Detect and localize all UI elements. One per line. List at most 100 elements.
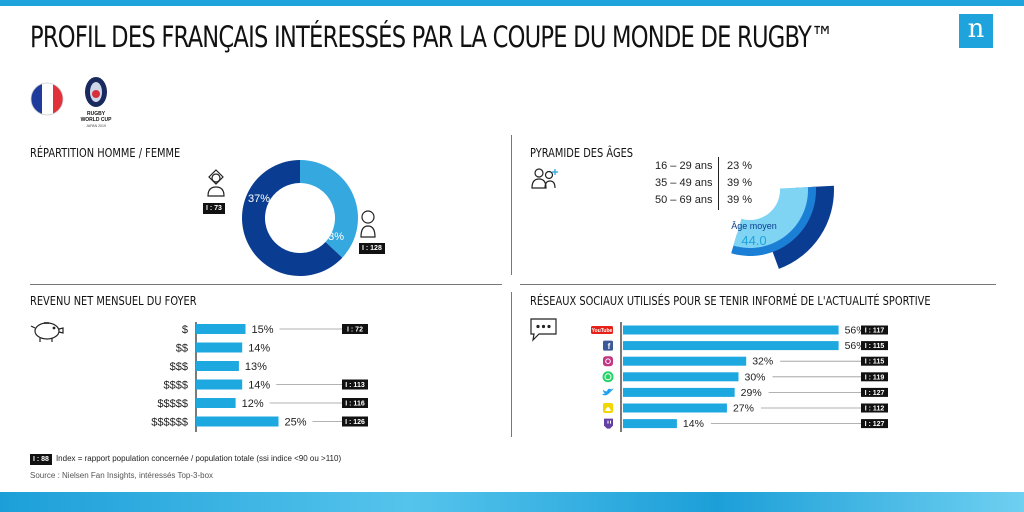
social-value-label: 30% bbox=[745, 371, 766, 383]
whatsapp-icon bbox=[602, 371, 614, 383]
age-range-label: 50 – 69 ans bbox=[655, 194, 713, 206]
social-value-label: 56% bbox=[845, 325, 866, 337]
social-index-badge bbox=[861, 403, 888, 413]
income-value-label: 14% bbox=[248, 380, 270, 392]
social-index-badge bbox=[861, 325, 888, 335]
female-pct-label: 37% bbox=[248, 193, 270, 205]
gender-donut-chart: 37% 63% bbox=[207, 160, 376, 276]
vertical-divider-top bbox=[511, 135, 512, 275]
legend-index-badge: I : 88 bbox=[30, 454, 52, 465]
income-category-label: $$$$ bbox=[164, 380, 188, 392]
social-value-label: 27% bbox=[733, 403, 754, 415]
social-value-label: 14% bbox=[683, 418, 704, 430]
svg-text:RUGBY: RUGBY bbox=[87, 111, 106, 117]
income-category-label: $$$ bbox=[170, 361, 188, 373]
social-bar bbox=[623, 419, 677, 429]
income-value-label: 14% bbox=[248, 343, 270, 355]
facebook-icon: f bbox=[603, 340, 613, 351]
income-category-label: $$$$$$ bbox=[151, 417, 188, 429]
income-value-label: 12% bbox=[242, 398, 264, 410]
social-bar bbox=[623, 387, 735, 397]
age-pct-label: 39 % bbox=[727, 177, 753, 189]
source-note: Source : Nielsen Fan Insights, intéressé… bbox=[30, 471, 214, 480]
social-index-badge bbox=[861, 387, 888, 397]
male-person-icon bbox=[360, 210, 376, 238]
social-index-text: I : 119 bbox=[865, 374, 885, 381]
income-index-badge bbox=[342, 379, 368, 390]
svg-text:WORLD CUP: WORLD CUP bbox=[81, 117, 112, 123]
svg-text:f: f bbox=[608, 342, 611, 351]
social-section-title: RÉSEAUX SOCIAUX UTILISÉS POUR SE TENIR I… bbox=[530, 294, 931, 308]
social-index-text: I : 115 bbox=[865, 359, 885, 366]
age-band-arc bbox=[733, 187, 808, 248]
male-pct-label: 63% bbox=[322, 231, 344, 243]
group-people-icon bbox=[531, 168, 558, 189]
piggy-bank-icon bbox=[30, 322, 64, 342]
income-value-label: 13% bbox=[245, 361, 267, 373]
income-index-text: I : 72 bbox=[347, 327, 363, 334]
snapchat-icon bbox=[603, 403, 613, 413]
income-bar bbox=[196, 416, 279, 427]
income-bar bbox=[196, 398, 236, 408]
social-index-text: I : 127 bbox=[865, 421, 885, 428]
income-category-label: $$ bbox=[176, 343, 188, 355]
rugby-world-cup-logo: RUGBY WORLD CUP JAPAN 2019 bbox=[81, 77, 112, 128]
male-index-badge: I : 128 bbox=[359, 243, 385, 254]
income-value-label: 25% bbox=[285, 417, 307, 429]
age-section-title: PYRAMIDE DES ÂGES bbox=[530, 146, 634, 160]
social-index-text: I : 115 bbox=[865, 343, 885, 350]
average-age-value: 44.0 bbox=[741, 233, 766, 248]
vertical-divider-bottom bbox=[511, 292, 512, 437]
income-bar-chart: $15% I : 72 $$ 14% $$$ 13% $$$$ 14% I : 113 $$$$$… bbox=[151, 322, 368, 432]
income-bar bbox=[196, 379, 243, 390]
page-title: PROFIL DES FRANÇAIS INTÉRESSÉS PAR LA CO… bbox=[30, 20, 834, 54]
female-person-icon bbox=[207, 169, 225, 197]
income-category-label: $ bbox=[182, 324, 188, 336]
index-legend: I : 88 Index = rapport population concern… bbox=[30, 454, 341, 465]
social-index-badge bbox=[861, 341, 888, 351]
female-index-badge: I : 73 bbox=[203, 203, 225, 214]
income-index-text: I : 126 bbox=[345, 419, 365, 426]
income-bar bbox=[196, 342, 243, 353]
instagram-icon bbox=[603, 356, 613, 367]
horizontal-divider-left bbox=[30, 284, 502, 285]
social-bar bbox=[623, 403, 727, 413]
male-donut-segment bbox=[242, 160, 343, 276]
income-section-title: REVENU NET MENSUEL DU FOYER bbox=[30, 294, 197, 308]
female-donut-segment bbox=[300, 160, 358, 258]
social-index-text: I : 127 bbox=[865, 390, 885, 397]
social-bar bbox=[623, 356, 747, 366]
income-bar bbox=[196, 361, 239, 371]
income-bar bbox=[196, 324, 246, 334]
age-pct-label: 39 % bbox=[727, 194, 753, 206]
income-index-badge bbox=[342, 398, 368, 408]
income-category-label: $$$$$ bbox=[157, 398, 188, 410]
gender-section-title: RÉPARTITION HOMME / FEMME bbox=[30, 146, 181, 160]
social-index-badge bbox=[861, 356, 888, 366]
social-bar bbox=[623, 341, 839, 351]
social-index-text: I : 112 bbox=[865, 406, 885, 413]
income-index-text: I : 116 bbox=[345, 401, 365, 408]
twitter-icon bbox=[602, 388, 614, 396]
youtube-icon: YouTube bbox=[591, 326, 613, 334]
age-range-label: 16 – 29 ans bbox=[655, 160, 713, 172]
social-value-label: 32% bbox=[752, 356, 773, 368]
bottom-accent-bar bbox=[0, 492, 1024, 512]
svg-text:YouTube: YouTube bbox=[592, 328, 613, 334]
social-bar bbox=[623, 372, 739, 382]
social-value-label: 56% bbox=[845, 340, 866, 352]
legend-text: Index = rapport population concernée / p… bbox=[55, 454, 342, 463]
france-flag-icon bbox=[30, 82, 64, 116]
svg-text:JAPAN 2019: JAPAN 2019 bbox=[86, 124, 106, 128]
twitch-icon bbox=[604, 418, 613, 429]
age-pct-label: 23 % bbox=[727, 160, 753, 172]
social-index-badge bbox=[861, 419, 888, 429]
income-index-badge bbox=[342, 416, 368, 427]
brand-logo: n bbox=[959, 14, 993, 48]
social-index-text: I : 117 bbox=[865, 328, 885, 335]
social-bar bbox=[623, 325, 839, 335]
average-age-label: Âge moyen bbox=[731, 221, 777, 231]
age-range-label: 35 – 49 ans bbox=[655, 177, 713, 189]
income-index-text: I : 113 bbox=[345, 382, 365, 389]
